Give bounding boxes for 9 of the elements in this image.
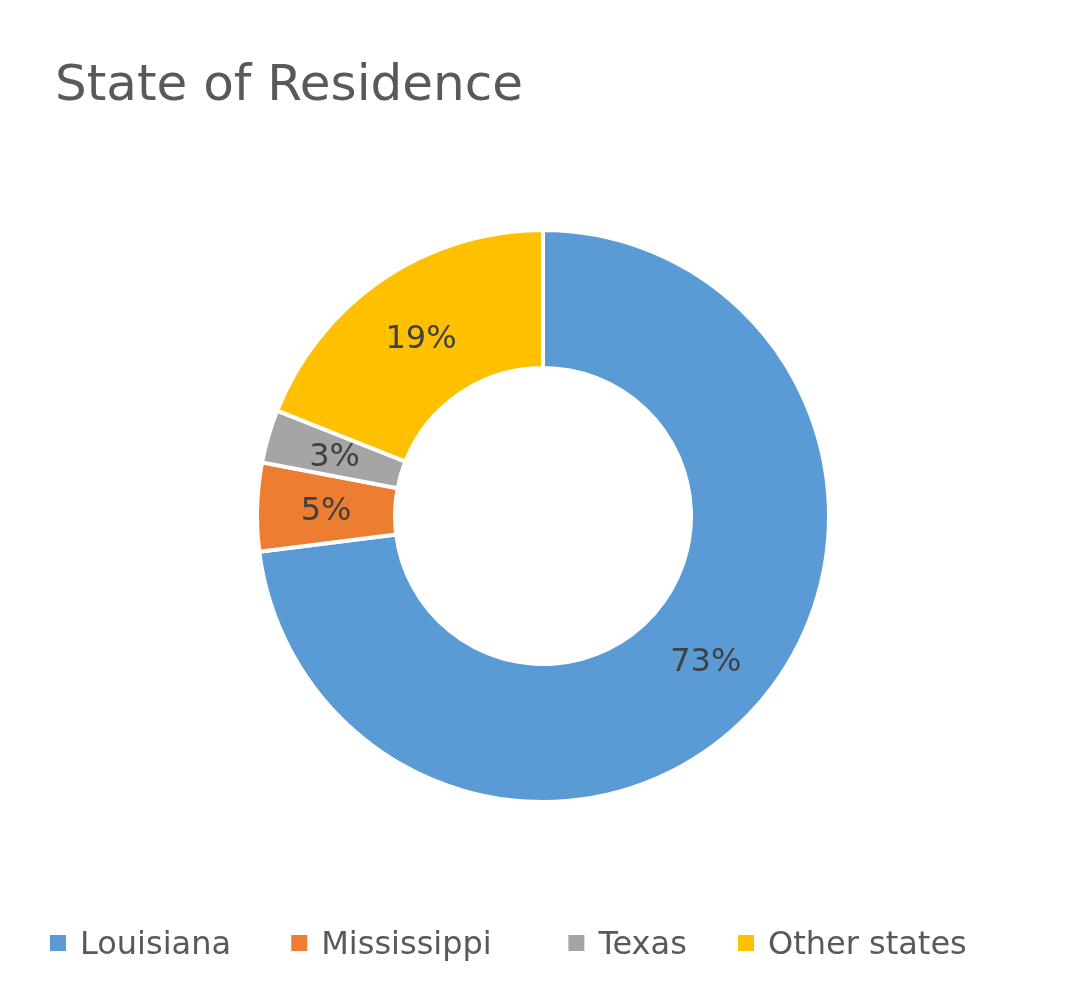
legend-label: Other states bbox=[767, 924, 967, 962]
data-label: 73% bbox=[670, 640, 742, 679]
data-label: 5% bbox=[300, 490, 352, 529]
legend-label: Texas bbox=[597, 924, 687, 962]
chart-title: State of Residence bbox=[55, 54, 523, 112]
legend-label: Louisiana bbox=[79, 924, 232, 962]
data-label: 19% bbox=[385, 317, 457, 356]
legend-label: Mississippi bbox=[321, 924, 492, 962]
data-label: 3% bbox=[309, 436, 360, 475]
